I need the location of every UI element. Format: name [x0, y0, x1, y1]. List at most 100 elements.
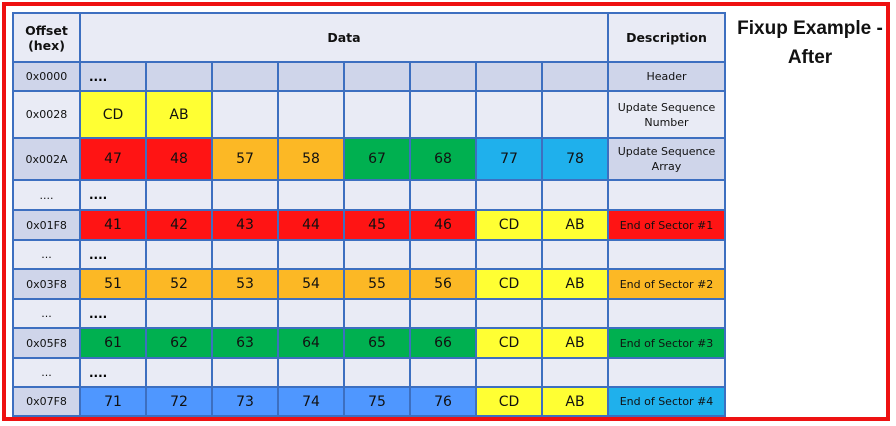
data-byte-cell: AB [145, 90, 213, 139]
data-byte-cell: 76 [409, 386, 477, 417]
offset-cell: 0x07F8 [12, 386, 81, 417]
empty-cell [277, 239, 345, 270]
table-row: ........ [12, 179, 726, 211]
empty-cell [343, 239, 411, 270]
offset-cell: 0x01F8 [12, 209, 81, 241]
data-byte-cell: CD [475, 327, 543, 359]
data-byte-cell: 57 [211, 137, 279, 181]
empty-cell [211, 179, 279, 211]
empty-cell [409, 357, 477, 388]
empty-cell [277, 357, 345, 388]
description-cell [607, 357, 726, 388]
table-row: 0x05F8 61 62 63 64 65 66 CD AB End of Sector #3 [12, 327, 726, 359]
data-byte-cell: 52 [145, 268, 213, 300]
data-byte-cell: 53 [211, 268, 279, 300]
data-byte-cell: CD [475, 386, 543, 417]
data-byte-cell: 41 [79, 209, 147, 241]
empty-cell [409, 61, 477, 92]
data-byte-cell: 58 [277, 137, 345, 181]
data-byte-cell: 72 [145, 386, 213, 417]
empty-cell [541, 179, 609, 211]
offset-cell: 0x05F8 [12, 327, 81, 359]
empty-cell [145, 298, 213, 329]
empty-cell [277, 61, 345, 92]
data-byte-cell: 61 [79, 327, 147, 359]
data-byte-cell: 67 [343, 137, 411, 181]
header-row: Offset (hex) Data Description [12, 12, 726, 63]
data-byte-cell: 64 [277, 327, 345, 359]
offset-cell: ... [12, 239, 81, 270]
empty-cell [277, 90, 345, 139]
offset-cell: 0x03F8 [12, 268, 81, 300]
description-cell [607, 298, 726, 329]
empty-cell [211, 298, 279, 329]
ellipsis-cell: .... [79, 61, 147, 92]
data-byte-cell: CD [475, 268, 543, 300]
ellipsis-cell: .... [79, 179, 147, 211]
data-byte-cell: 75 [343, 386, 411, 417]
data-byte-cell: 51 [79, 268, 147, 300]
red-border-frame [2, 2, 890, 421]
data-byte-cell: 43 [211, 209, 279, 241]
table-row: 0x002A 47 48 57 58 67 68 77 78 Update Sequence Ar… [12, 137, 726, 181]
data-byte-cell: 46 [409, 209, 477, 241]
empty-cell [145, 239, 213, 270]
data-byte-cell: 55 [343, 268, 411, 300]
data-byte-cell: 54 [277, 268, 345, 300]
data-byte-cell: AB [541, 386, 609, 417]
description-cell: End of Sector #3 [607, 327, 726, 359]
table-row: 0x01F8 41 42 43 44 45 46 CD AB End of Sector #1 [12, 209, 726, 241]
data-byte-cell: AB [541, 327, 609, 359]
ellipsis-cell: .... [79, 239, 147, 270]
empty-cell [409, 90, 477, 139]
offset-cell: 0x002A [12, 137, 81, 181]
table-row: 0x0000.... Header [12, 61, 726, 92]
description-header: Description [607, 12, 726, 63]
empty-cell [475, 90, 543, 139]
empty-cell [541, 357, 609, 388]
fixup-table: Offset (hex) Data Description 0x0000....… [12, 12, 726, 417]
empty-cell [541, 298, 609, 329]
empty-cell [475, 61, 543, 92]
empty-cell [343, 61, 411, 92]
offset-cell: ... [12, 298, 81, 329]
data-byte-cell: CD [475, 209, 543, 241]
empty-cell [409, 239, 477, 270]
empty-cell [211, 90, 279, 139]
empty-cell [475, 357, 543, 388]
data-byte-cell: 77 [475, 137, 543, 181]
empty-cell [145, 61, 213, 92]
page-title: Fixup Example - After [737, 18, 883, 68]
empty-cell [343, 357, 411, 388]
empty-cell [475, 239, 543, 270]
table-row: 0x03F8 51 52 53 54 55 56 CD AB End of Sector #2 [12, 268, 726, 300]
data-byte-cell: 48 [145, 137, 213, 181]
description-cell: Header [607, 61, 726, 92]
empty-cell [541, 239, 609, 270]
empty-cell [475, 179, 543, 211]
empty-cell [541, 61, 609, 92]
empty-cell [211, 357, 279, 388]
empty-cell [277, 298, 345, 329]
data-byte-cell: AB [541, 209, 609, 241]
empty-cell [409, 179, 477, 211]
offset-cell: 0x0000 [12, 61, 81, 92]
empty-cell [277, 179, 345, 211]
offset-cell: 0x0028 [12, 90, 81, 139]
data-byte-cell: 68 [409, 137, 477, 181]
offset-cell: .... [12, 179, 81, 211]
description-cell: Update Sequence Number [607, 90, 726, 139]
empty-cell [541, 90, 609, 139]
ellipsis-cell: .... [79, 357, 147, 388]
empty-cell [211, 239, 279, 270]
empty-cell [211, 61, 279, 92]
empty-cell [343, 179, 411, 211]
data-byte-cell: 78 [541, 137, 609, 181]
description-cell [607, 239, 726, 270]
table-row: ....... [12, 357, 726, 388]
description-cell: End of Sector #2 [607, 268, 726, 300]
data-byte-cell: 42 [145, 209, 213, 241]
description-cell [607, 179, 726, 211]
data-byte-cell: 44 [277, 209, 345, 241]
offset-cell: ... [12, 357, 81, 388]
